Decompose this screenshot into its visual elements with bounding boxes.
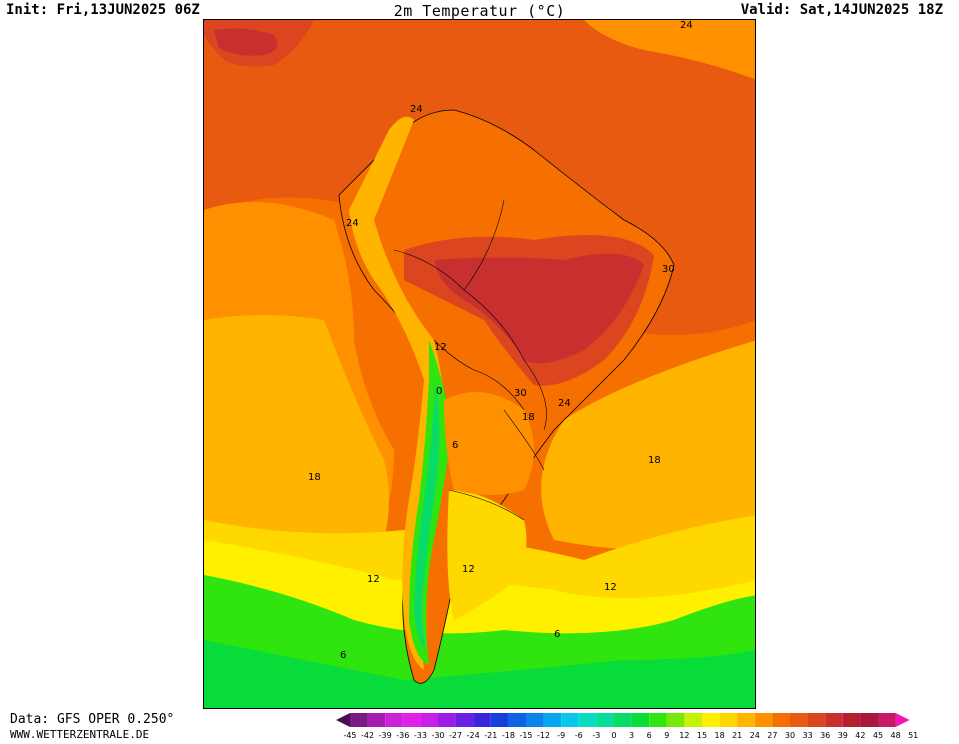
legend-swatch <box>561 713 579 727</box>
legend-swatch <box>684 713 702 727</box>
legend-tick-label: 21 <box>732 731 742 740</box>
legend-swatch <box>790 713 808 727</box>
legend-swatch <box>420 713 438 727</box>
legend-tick-label: 39 <box>838 731 848 740</box>
legend-tick-label: 3 <box>629 731 634 740</box>
legend-swatch <box>490 713 509 727</box>
map-label: 0 <box>436 386 442 397</box>
legend-tick-label: -33 <box>414 731 427 740</box>
legend-tick-label: 30 <box>785 731 795 740</box>
legend-tick-label: 0 <box>611 731 616 740</box>
legend-tick-label: -36 <box>396 731 409 740</box>
legend-tick-label: 48 <box>891 731 901 740</box>
legend-swatch <box>438 713 456 727</box>
legend-swatch <box>455 713 474 727</box>
legend-tick-label: 6 <box>647 731 652 740</box>
legend-tick-label: -45 <box>343 731 356 740</box>
legend-tick-label: -6 <box>575 731 583 740</box>
valid-time: Valid: Sat,14JUN2025 18Z <box>740 2 943 18</box>
legend-swatch <box>702 713 720 727</box>
legend-swatch <box>385 713 403 727</box>
legend-tick-label: 27 <box>767 731 777 740</box>
map-label: 6 <box>554 629 560 640</box>
color-legend: -45 -42 -39 -36 -33 -30 -27 -24 -21 -18 -15 -12 -9 -6… <box>336 712 956 744</box>
map-label: 24 <box>680 20 693 31</box>
map-label: 24 <box>558 398 571 409</box>
map-label: 12 <box>604 582 617 593</box>
legend-tick-label: 24 <box>750 731 760 740</box>
legend-swatch <box>473 713 491 727</box>
map-label: 24 <box>346 218 359 229</box>
legend-tick-label: 33 <box>803 731 813 740</box>
legend-swatch <box>825 713 843 727</box>
map-label: 12 <box>367 574 380 585</box>
map-label: 6 <box>340 650 346 661</box>
legend-tick-label: -3 <box>592 731 600 740</box>
legend-tick-label: -27 <box>449 731 462 740</box>
legend-swatch <box>402 713 421 727</box>
map-label: 24 <box>410 104 423 115</box>
map-label: 30 <box>662 264 675 275</box>
map-label: 18 <box>308 472 321 483</box>
legend-swatch <box>526 713 544 727</box>
legend-swatch <box>649 713 667 727</box>
legend-swatch <box>578 713 597 727</box>
legend-swatch <box>666 713 685 727</box>
legend-tick-label: -24 <box>467 731 480 740</box>
legend-swatch <box>350 713 368 727</box>
legend-swatch <box>842 713 861 727</box>
legend-swatch <box>719 713 738 727</box>
legend-tick-label: -30 <box>431 731 444 740</box>
legend-arrow-high <box>895 713 910 727</box>
map-label: 12 <box>434 342 447 353</box>
legend-swatch <box>807 713 826 727</box>
legend-tick-label: -21 <box>484 731 497 740</box>
legend-tick-label: 45 <box>873 731 883 740</box>
site-credit: WWW.WETTERZENTRALE.DE <box>10 728 150 741</box>
temperature-map: 24 24 24 30 12 0 6 30 24 18 18 18 12 12 … <box>203 19 756 709</box>
data-source: Data: GFS OPER 0.250° <box>10 712 175 727</box>
legend-tick-label: 15 <box>697 731 707 740</box>
legend-swatch <box>860 713 878 727</box>
legend-tick-label: -39 <box>379 731 392 740</box>
legend-swatch <box>367 713 386 727</box>
legend-tick-label: 42 <box>855 731 865 740</box>
legend-swatch <box>754 713 773 727</box>
legend-tick-label: 51 <box>908 731 918 740</box>
map-label: 18 <box>522 412 535 423</box>
legend-tick-label: 18 <box>715 731 725 740</box>
legend-tick-label: 36 <box>820 731 830 740</box>
legend-tick-label: 9 <box>664 731 669 740</box>
legend-tick-label: 12 <box>679 731 689 740</box>
legend-tick-label: -15 <box>519 731 532 740</box>
legend-swatch <box>543 713 562 727</box>
legend-swatch <box>772 713 790 727</box>
legend-tick-label: -12 <box>537 731 550 740</box>
legend-swatch <box>508 713 526 727</box>
legend-tick-label: -9 <box>557 731 565 740</box>
legend-swatch <box>737 713 755 727</box>
legend-tick-label: -42 <box>361 731 374 740</box>
legend-swatch <box>878 713 896 727</box>
map-label: 30 <box>514 388 527 399</box>
legend-swatch <box>614 713 632 727</box>
init-time: Init: Fri,13JUN2025 06Z <box>6 2 200 18</box>
map-label: 6 <box>452 440 458 451</box>
map-label: 12 <box>462 564 475 575</box>
legend-swatch <box>596 713 614 727</box>
legend-swatch <box>631 713 650 727</box>
legend-arrow-low <box>336 713 350 727</box>
legend-tick-label: -18 <box>502 731 515 740</box>
map-label: 18 <box>648 455 661 466</box>
chart-title: 2m Temperatur (°C) <box>393 2 566 20</box>
